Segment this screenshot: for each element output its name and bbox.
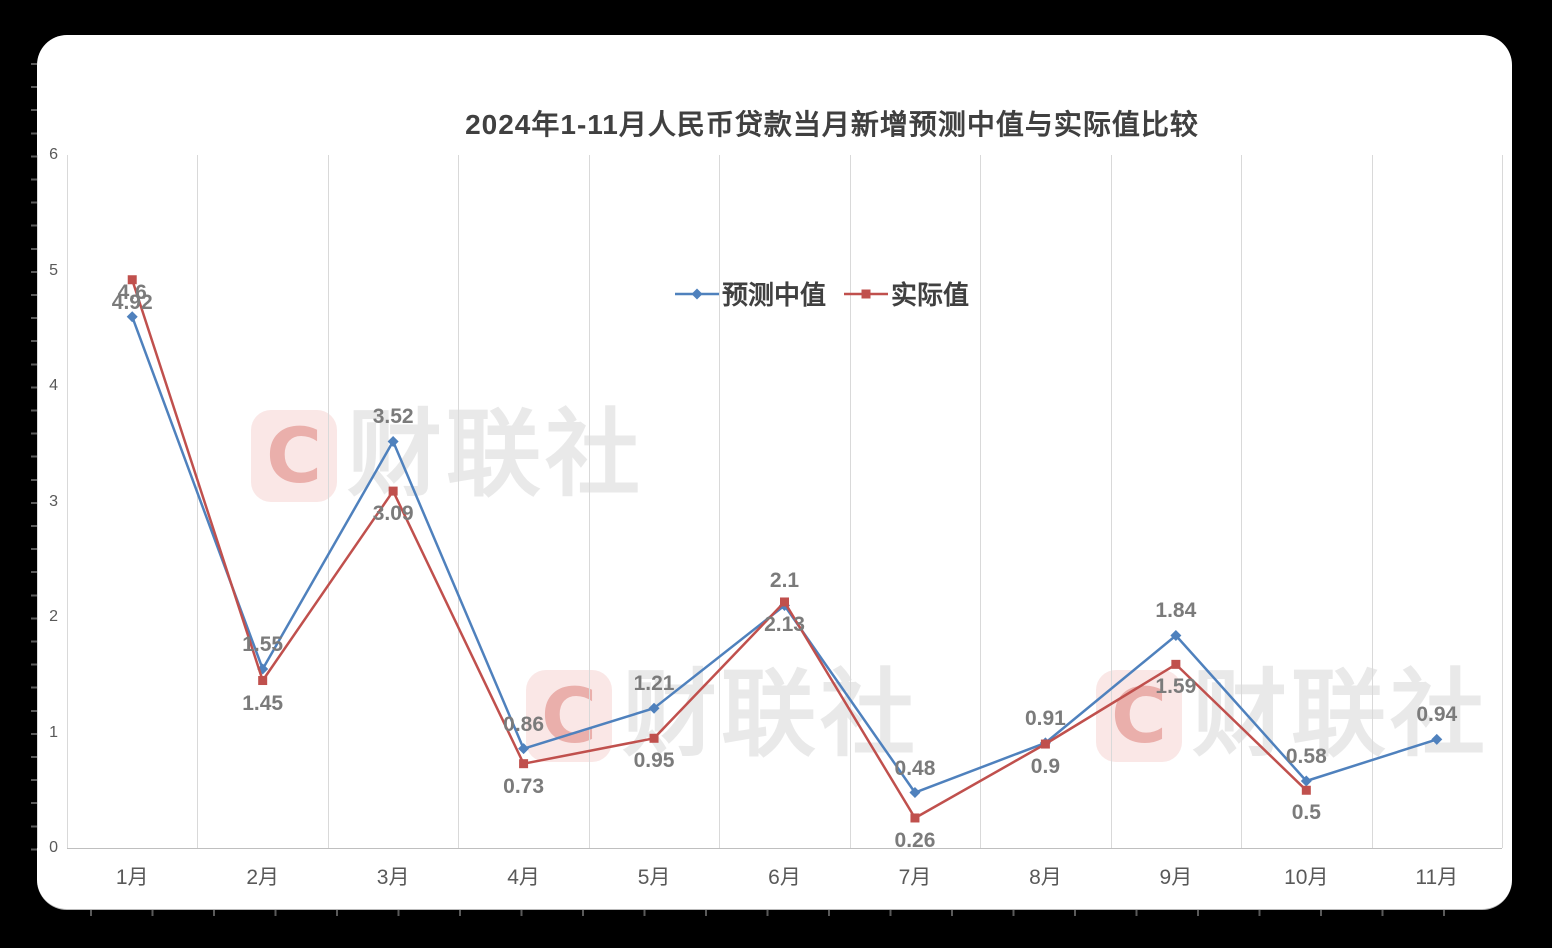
x-tick-label: 3月	[376, 866, 410, 889]
data-label: 2.1	[769, 569, 800, 593]
y-tick-label: 5	[49, 261, 58, 279]
y-axis-minor-ticks	[31, 63, 37, 853]
x-tick-label: 4月	[507, 866, 540, 889]
x-tick-label: 8月	[1029, 866, 1062, 889]
x-tick-label: 5月	[637, 866, 671, 889]
data-label: 4.92	[111, 290, 153, 314]
watermark: C 财联社	[526, 668, 919, 763]
y-tick-label: 0	[49, 839, 58, 856]
y-tick-label: 4	[49, 377, 58, 394]
watermark-logo-icon: C	[251, 409, 337, 502]
watermark-logo-icon: C	[1096, 669, 1182, 762]
data-label: 0.86	[503, 712, 545, 736]
x-tick-label: 9月	[1159, 866, 1193, 889]
data-label: 0.26	[894, 828, 936, 852]
data-label: 0.58	[1285, 745, 1327, 768]
watermark-logo-letter: C	[1111, 670, 1167, 760]
data-label: 1.84	[1155, 599, 1197, 623]
y-tick-label: 1	[49, 723, 58, 741]
watermark-logo-letter: C	[266, 410, 322, 500]
legend-marker-actual-icon	[844, 289, 889, 298]
data-label: 0.95	[633, 749, 675, 773]
watermark: C 财联社	[1096, 668, 1489, 763]
legend-marker-forecast-icon	[675, 288, 719, 299]
legend-label-forecast: 预测中值	[722, 280, 827, 310]
y-tick-label: 2	[49, 608, 58, 625]
watermark-text: 财联社	[1192, 662, 1490, 768]
x-tick-label: 11月	[1415, 866, 1459, 889]
x-tick-label: 6月	[768, 866, 801, 889]
chart-labels-layer: 4.6 1.55 3.52 0.86 1.21 2.1 0.48 0.91 1.84 0.58 0.…	[37, 35, 1512, 909]
chart-card: C 财联社 C 财联社 C 财联社 4.6 1.55 3.52 0.86 1.21 2.1…	[37, 35, 1512, 910]
legend-item-actual: 实际值	[844, 275, 969, 312]
chart-legend: 预测中值 实际值	[675, 275, 969, 312]
x-tick-label: 10月	[1284, 866, 1329, 889]
data-label: 0.73	[503, 774, 545, 798]
data-label: 1.21	[633, 672, 675, 696]
data-label: 3.09	[372, 502, 414, 526]
chart-title: 2024年1-11月人民币贷款当月新增预测中值与实际值比较	[465, 109, 1199, 140]
watermark-logo-icon: C	[526, 669, 612, 762]
data-label: 3.52	[372, 405, 414, 429]
data-label: 1.59	[1155, 675, 1197, 699]
data-label: 4.6	[117, 280, 147, 304]
watermark: C 财联社	[251, 408, 644, 503]
data-label: 0.5	[1291, 801, 1321, 825]
data-label: 0.94	[1416, 703, 1458, 727]
watermark-text: 财联社	[622, 662, 920, 768]
x-axis-minor-ticks	[90, 910, 1502, 916]
x-tick-label: 7月	[898, 866, 932, 889]
data-label: 0.48	[894, 756, 936, 780]
x-tick-label: 1月	[115, 866, 149, 889]
legend-item-forecast: 预测中值	[675, 275, 826, 312]
data-label: 1.45	[242, 691, 284, 715]
data-label: 1.55	[242, 632, 284, 656]
watermark-text: 财联社	[347, 402, 645, 508]
data-label: 0.91	[1024, 706, 1066, 730]
chart-plot-svg	[37, 155, 1503, 849]
y-tick-label: 6	[49, 146, 58, 163]
x-tick-label: 2月	[246, 866, 280, 889]
watermark-logo-letter: C	[541, 670, 597, 760]
legend-label-actual: 实际值	[891, 280, 970, 310]
data-label: 2.13	[764, 612, 805, 636]
data-label: 0.9	[1030, 755, 1061, 779]
y-tick-label: 3	[49, 492, 58, 510]
